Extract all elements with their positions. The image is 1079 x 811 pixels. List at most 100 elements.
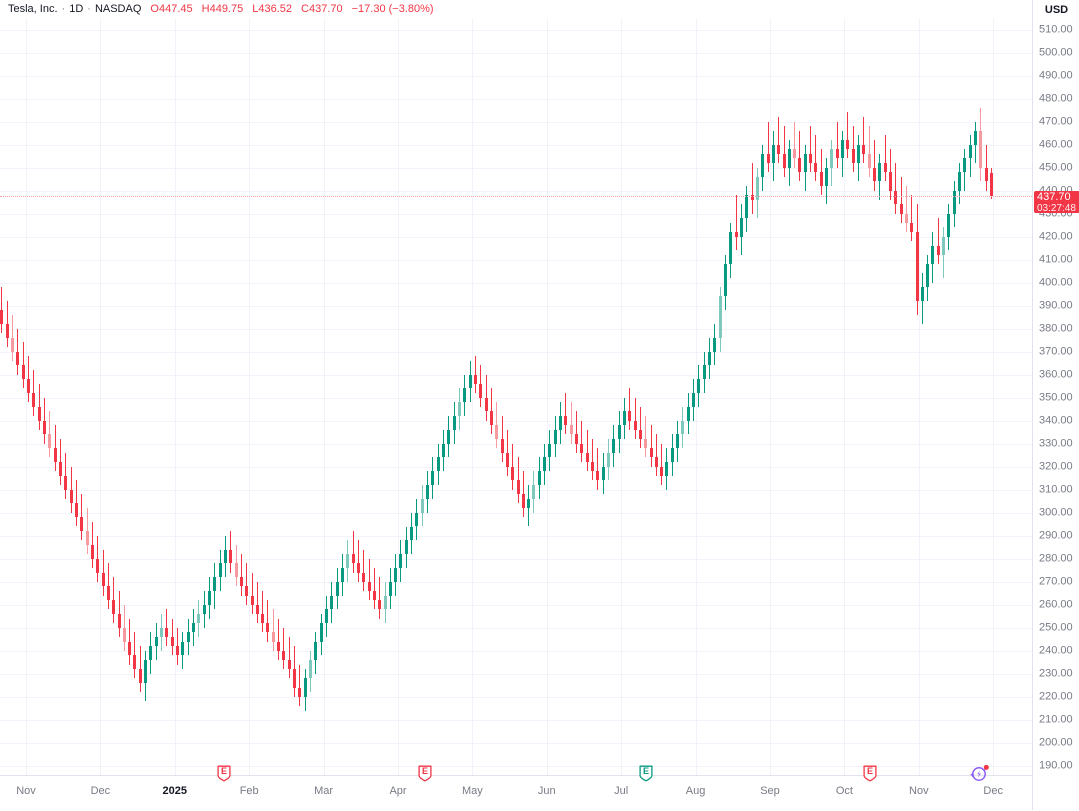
candle-wick [54,425,56,472]
candlestick-series [0,18,1032,775]
candle-body [793,149,797,159]
ai-insight-icon[interactable] [968,764,990,783]
candle-body [835,149,839,159]
candle-wick [65,452,67,499]
candle-body [138,669,142,683]
timeframe-label[interactable]: 1D [69,3,84,15]
candle-body [48,434,52,449]
gridline-horizontal [0,559,1032,560]
time-tick-label: Oct [835,785,853,797]
gridline-horizontal [0,53,1032,54]
candle-body [990,173,993,196]
symbol-name[interactable]: Tesla, Inc. [8,3,58,15]
candle-wick [256,581,258,624]
candle-body [617,425,621,440]
candle-wick [22,342,24,389]
candle-body [202,604,206,614]
candle-body [553,429,557,444]
earnings-beat-jul-icon[interactable]: E [639,765,654,782]
gridline-horizontal [0,421,1032,422]
price-tick-label: 440.00 [1039,185,1073,196]
earnings-miss-oct-icon[interactable]: E [863,765,878,782]
earnings-miss-feb-icon[interactable]: E [217,765,232,782]
gridline-horizontal [0,260,1032,261]
candle-wick [810,126,812,173]
candle-body [144,659,148,683]
candle-wick [873,139,875,191]
candle-body [282,650,286,660]
candle-body [819,172,823,186]
price-tick-label: 230.00 [1039,667,1073,680]
candle-body [64,475,68,490]
earnings-marker-label: E [220,766,227,776]
price-tick-label: 330.00 [1039,437,1073,450]
time-tick-label: Jun [537,785,556,797]
candle-body [702,365,706,380]
candle-wick [655,434,657,476]
time-axis[interactable]: Nov Dec 2025 Feb Mar Apr May Jun Jul Aug Sep Oct Nov… [0,775,1032,811]
gridline-horizontal [0,651,1032,652]
price-tick-label: 290.00 [1039,529,1073,542]
candle-wick [576,411,578,453]
candle-body [335,581,339,596]
candle-body [229,549,233,564]
candle-wick [778,116,780,163]
earnings-miss-apr-icon[interactable]: E [418,765,433,782]
candle-wick [512,443,514,490]
candle-wick [240,554,242,596]
gridline-horizontal [0,536,1032,537]
candle-body [404,540,408,555]
candle-wick [586,429,588,472]
price-tick-label: 430.00 [1039,207,1073,220]
candle-wick [262,590,264,633]
time-tick-label: Dec [90,785,111,797]
candle-body [106,586,110,601]
gridline-vertical [770,18,771,775]
candle-wick [91,521,93,568]
candle-body [255,604,259,614]
time-tick-label: Dec [983,785,1003,797]
candle-body [830,149,834,168]
candle-body [346,554,350,568]
gridline-vertical [472,18,473,775]
candle-body [181,641,185,656]
open-key: O [150,3,159,15]
candle-body [899,204,903,214]
gridline-vertical [621,18,622,775]
candle-body [665,462,669,476]
close-key: C [301,3,309,15]
gridline-vertical [324,18,325,775]
candle-wick [820,149,822,196]
exchange-label: NASDAQ [94,3,142,15]
candle-body [947,213,951,237]
candle-body [920,287,924,301]
candle-body [670,448,674,463]
candle-body [383,595,387,610]
gridline-horizontal [0,467,1032,468]
candle-wick [836,121,838,168]
gridline-vertical [993,18,994,775]
candle-body [53,448,57,463]
candle-body [798,158,802,173]
gridline-horizontal [0,30,1032,31]
price-axis[interactable]: USD 437.70 03:27:48 TSLA 510.00 500.00 490… [1032,0,1079,810]
candle-body [606,452,610,467]
candle-body [564,416,568,426]
candle-body [484,397,488,412]
candle-body [857,144,860,163]
gridline-horizontal [0,122,1032,123]
candle-body [442,443,446,458]
time-tick-label: Mar [314,785,334,797]
gridline-horizontal [0,628,1032,629]
earnings-marker-label: E [421,766,428,776]
candle-body [537,471,541,486]
candle-body [777,144,781,154]
candle-body [872,167,876,182]
candle-wick [937,218,939,265]
change-value: −17.30 (−3.80%) [351,3,434,15]
chart-plot-area[interactable] [0,18,1032,775]
price-tick-label: 510.00 [1039,23,1073,35]
candle-body [580,443,584,453]
price-tick-label: 400.00 [1039,276,1073,289]
candle-body [303,678,307,697]
